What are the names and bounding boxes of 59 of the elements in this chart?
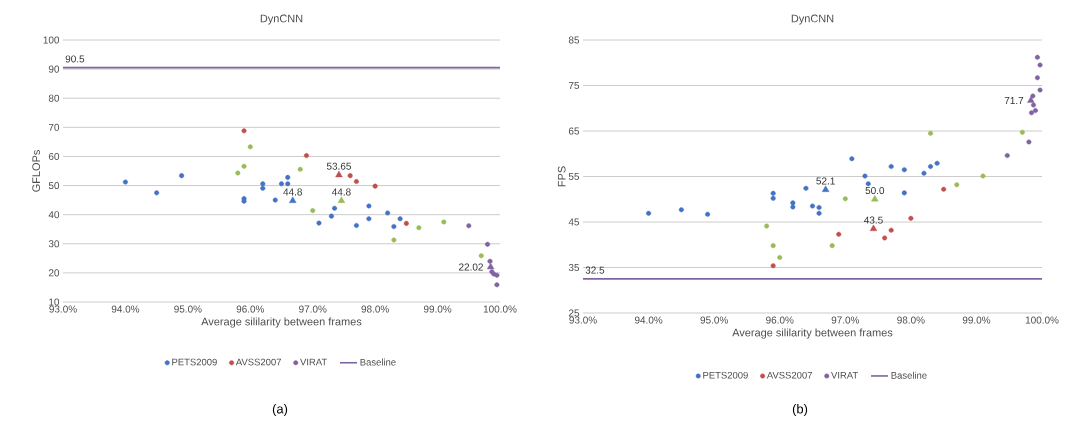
y-tick-label: 50 <box>48 182 60 190</box>
legend-label: Baseline <box>891 371 927 379</box>
x-tick-label: 94.0% <box>634 316 663 324</box>
annotation: 90.5 <box>65 55 85 63</box>
x-tick-label: 98.0% <box>361 305 389 313</box>
y-tick-label: 55 <box>568 173 580 180</box>
annotation: 53.65 <box>326 162 351 170</box>
legend-label: VIRAT <box>300 358 327 366</box>
x-tick-label: 97.0% <box>831 316 860 324</box>
legend-label: VIRAT <box>831 371 858 379</box>
legend-label: PETS2009 <box>703 371 748 379</box>
annotation: 43.5 <box>864 216 883 224</box>
y-tick-label: 90 <box>48 65 60 73</box>
y-tick-label: 25 <box>568 309 580 317</box>
annotation: 44.8 <box>283 188 302 196</box>
legend-label: PETS2009 <box>172 358 217 366</box>
x-tick-label: 99.0% <box>423 305 452 313</box>
chart-title: DynCNN <box>791 14 834 25</box>
text: (b) <box>792 403 808 417</box>
legend-label: AVSS2007 <box>235 358 281 366</box>
y-axis-title: FPS <box>557 166 566 187</box>
annotation: 44.8 <box>331 188 351 196</box>
annotation: 52.1 <box>816 177 835 185</box>
y-tick-label: 85 <box>568 36 580 44</box>
legend-label: Baseline <box>360 358 396 366</box>
text: (a) <box>272 403 288 417</box>
y-tick-label: 35 <box>568 263 580 272</box>
x-tick-label: 99.0% <box>962 316 991 324</box>
x-tick-label: 97.0% <box>299 305 327 313</box>
x-tick-label: 94.0% <box>111 305 140 313</box>
chart-title: DynCNN <box>260 14 303 25</box>
annotation: 32.5 <box>585 266 605 274</box>
y-tick-label: 80 <box>48 94 60 102</box>
y-tick-label: 70 <box>48 123 60 131</box>
x-tick-label: 93.0% <box>569 316 597 324</box>
x-axis-title: Average sililarity between frames <box>201 317 362 328</box>
annotation: 50.0 <box>865 187 885 195</box>
y-tick-label: 20 <box>48 269 60 277</box>
x-tick-label: 100.0% <box>1025 316 1059 324</box>
y-tick-label: 45 <box>568 218 580 226</box>
y-tick-label: 30 <box>48 240 60 248</box>
x-tick-label: 95.0% <box>174 305 202 313</box>
y-tick-label: 40 <box>48 211 60 219</box>
y-tick-label: 10 <box>49 298 60 306</box>
x-axis-title: Average sililarity between frames <box>732 328 893 339</box>
y-tick-label: 60 <box>48 152 60 160</box>
x-tick-label: 93.0% <box>49 305 77 313</box>
annotation: 22.02 <box>459 263 483 271</box>
x-tick-label: 96.0% <box>766 316 794 324</box>
annotation: 71.7 <box>1004 97 1024 104</box>
y-tick-label: 75 <box>568 82 580 89</box>
x-tick-label: 98.0% <box>897 316 925 324</box>
y-tick-label: 100 <box>43 36 60 44</box>
x-tick-label: 95.0% <box>700 316 728 324</box>
x-tick-label: 96.0% <box>236 305 265 313</box>
y-tick-label: 65 <box>568 127 580 135</box>
legend-label: AVSS2007 <box>766 371 812 379</box>
x-tick-label: 100.0% <box>483 305 517 313</box>
y-axis-title: GFLOPs <box>32 150 41 192</box>
